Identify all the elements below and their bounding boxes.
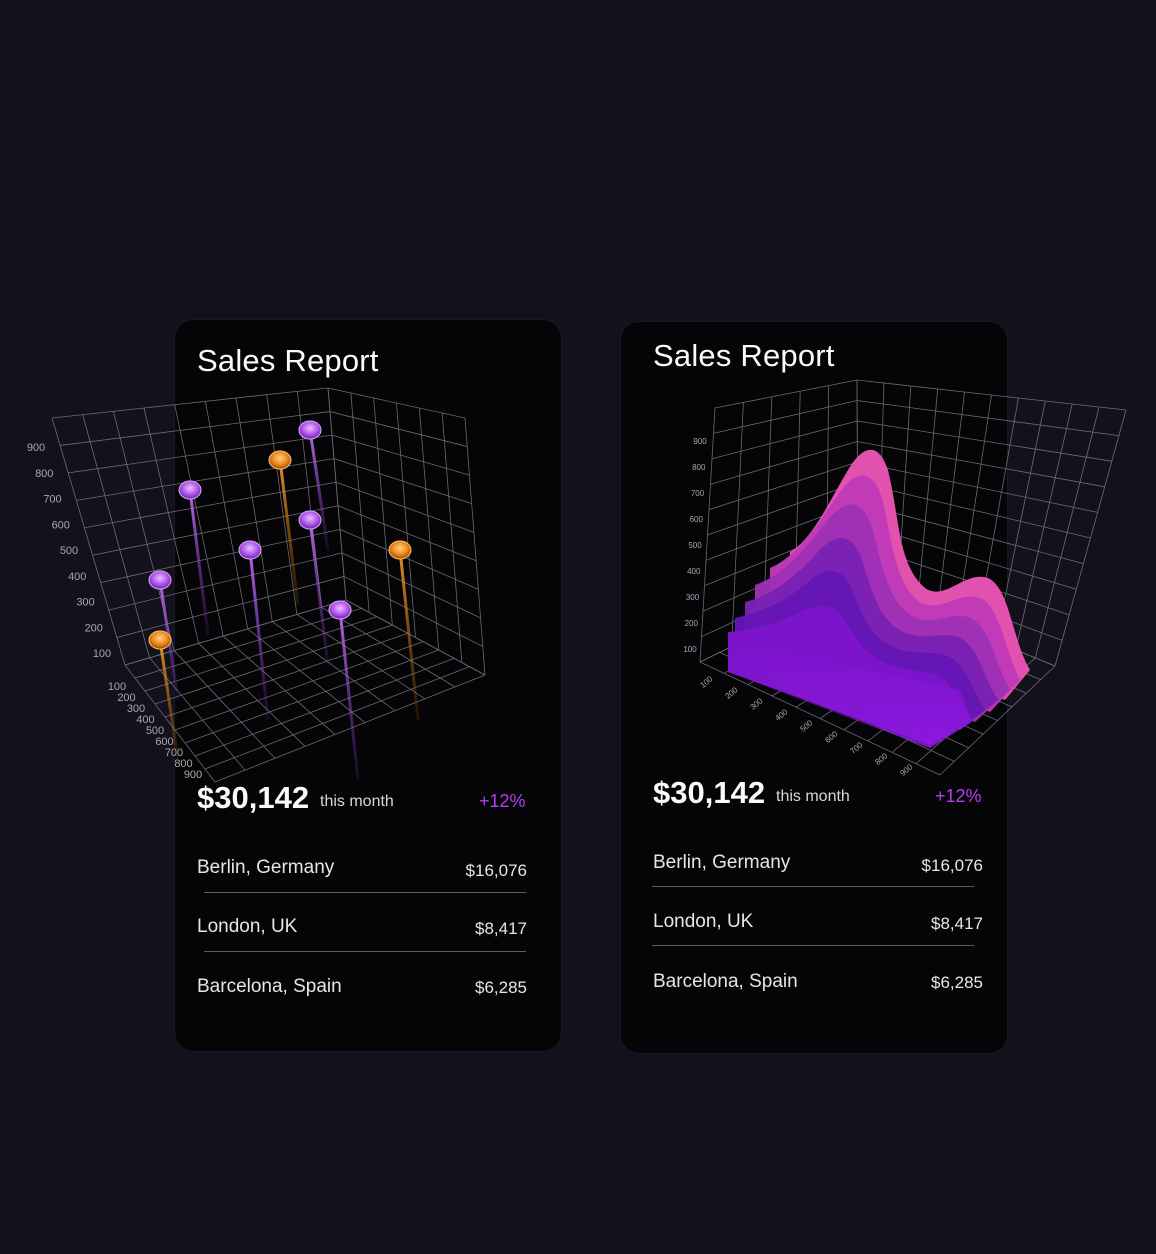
- scatter-z-axis-ticks: 900 800 700 600 500 400 300 200 100: [27, 442, 111, 660]
- sales-change-badge: +12%: [479, 791, 526, 811]
- card-title: Sales Report: [197, 343, 379, 378]
- location-row-city: Barcelona, Spain: [197, 976, 342, 997]
- location-row-amount: $16,076: [465, 861, 527, 880]
- location-row-city: London, UK: [653, 911, 754, 932]
- z-axis-tick-label: 600: [52, 519, 70, 531]
- sales-total: $30,142: [197, 780, 310, 815]
- row-divider: [652, 945, 974, 946]
- sales-report-card-scatter: [175, 320, 561, 1051]
- depth-axis-tick-label: 100: [108, 681, 126, 693]
- depth-axis-tick-label: 400: [136, 714, 154, 726]
- location-row-amount: $6,285: [475, 978, 527, 997]
- location-row-city: Berlin, Germany: [653, 852, 791, 873]
- location-row-city: London, UK: [197, 916, 298, 937]
- z-axis-tick-label: 100: [93, 648, 111, 660]
- location-row-city: Barcelona, Spain: [653, 971, 798, 992]
- location-row-amount: $8,417: [475, 919, 527, 938]
- card-title: Sales Report: [653, 338, 835, 373]
- z-axis-tick-label: 200: [85, 622, 103, 634]
- sales-report-card-area: [621, 322, 1007, 1053]
- depth-axis-tick-label: 500: [146, 725, 164, 737]
- sales-total: $30,142: [653, 775, 766, 810]
- z-axis-tick-label: 700: [43, 494, 61, 506]
- z-axis-tick-label: 400: [68, 571, 86, 583]
- depth-axis-tick-label: 300: [127, 703, 145, 715]
- row-divider: [652, 886, 974, 887]
- location-row-amount: $8,417: [931, 914, 983, 933]
- location-row-city: Berlin, Germany: [197, 857, 335, 878]
- z-axis-tick-label: 300: [76, 597, 94, 609]
- scatter-point: [148, 630, 172, 650]
- location-row-amount: $16,076: [921, 856, 983, 875]
- row-divider: [204, 892, 526, 893]
- row-divider: [204, 951, 526, 952]
- z-axis-tick-label: 800: [35, 468, 53, 480]
- depth-axis-tick-label: 200: [117, 692, 135, 704]
- sales-period: this month: [776, 788, 850, 805]
- sales-period: this month: [320, 793, 394, 810]
- location-row-amount: $6,285: [931, 973, 983, 992]
- depth-axis-tick-label: 600: [155, 736, 173, 748]
- z-axis-tick-label: 900: [27, 442, 45, 454]
- z-axis-tick-label: 500: [60, 545, 78, 557]
- scatter-point: [148, 570, 172, 590]
- sales-change-badge: +12%: [935, 786, 982, 806]
